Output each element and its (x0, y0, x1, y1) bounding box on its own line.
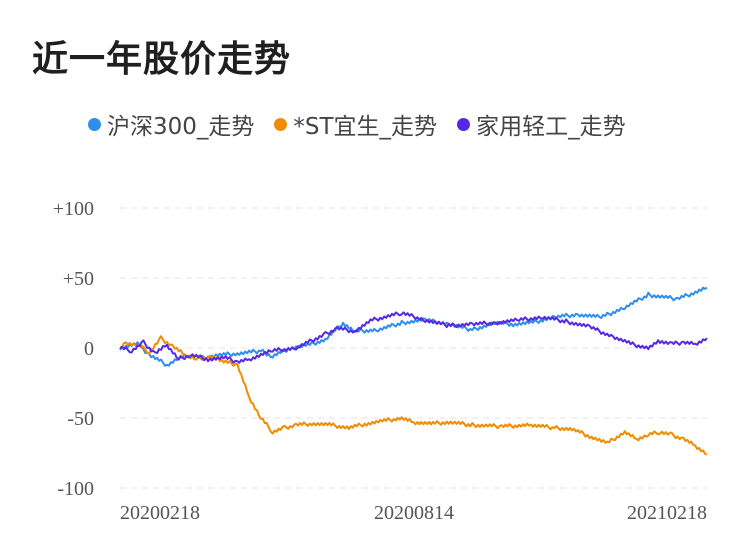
x-tick-label: 20200218 (120, 502, 200, 524)
y-tick-label: -100 (57, 478, 94, 500)
legend-item-home-light-industry[interactable]: 家用轻工_走势 (457, 107, 626, 141)
legend-item-st-yisheng[interactable]: *ST宜生_走势 (274, 107, 437, 141)
legend: 沪深300_走势 *ST宜生_走势 家用轻工_走势 (88, 108, 626, 140)
legend-label: 家用轻工_走势 (476, 114, 626, 140)
series-line-1 (119, 335, 708, 456)
x-tick-label: 20200814 (374, 502, 454, 524)
legend-dot-icon (274, 117, 288, 131)
y-tick-label: +50 (63, 268, 94, 290)
y-tick-label: +100 (53, 198, 94, 220)
y-tick-label: -50 (67, 408, 94, 430)
series-line-0 (119, 286, 708, 367)
series-lines (119, 286, 708, 456)
legend-label: 沪深300_走势 (107, 114, 255, 140)
y-axis-ticks: +100 +50 0 -50 -100 (53, 198, 94, 500)
grid-lines (120, 207, 707, 489)
legend-label: *ST宜生_走势 (293, 114, 438, 140)
x-tick-label: 20210218 (627, 502, 707, 524)
legend-item-hs300[interactable]: 沪深300_走势 (88, 107, 254, 141)
x-axis-ticks: 20200218 20200814 20210218 (120, 502, 707, 524)
series-line-2 (119, 311, 708, 364)
chart-title: 近一年股价走势 (32, 39, 292, 80)
legend-dot-icon (88, 117, 101, 131)
legend-dot-icon (457, 117, 471, 131)
y-tick-label: 0 (84, 338, 94, 360)
